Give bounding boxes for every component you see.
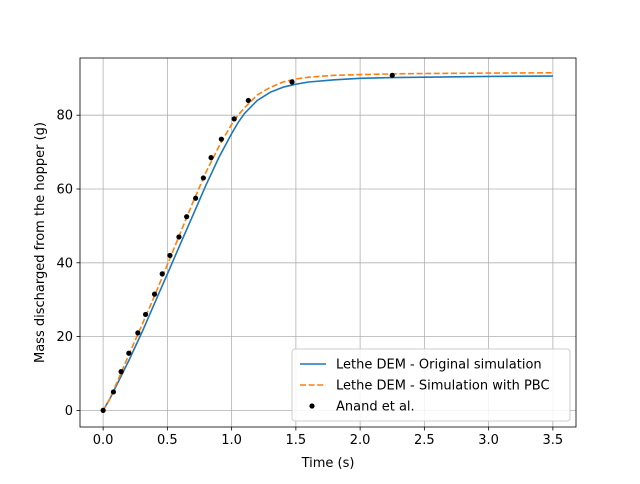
x-tick-label: 1.5: [286, 433, 307, 448]
data-point-anand: [151, 291, 158, 297]
data-point-anand: [389, 72, 395, 78]
axis-ticks: 0.0 0.5 1.0 1.5 2.0 2.5 3.0 3.5 0 20 40 60 80: [56, 109, 563, 448]
y-tick-label: 40: [56, 256, 73, 271]
x-tick-label: 1.0: [221, 433, 242, 448]
legend-box: [291, 348, 571, 422]
data-point-anand: [289, 79, 295, 85]
data-point-anand: [159, 271, 165, 277]
data-point-anand: [110, 389, 117, 395]
data-point-anand: [218, 136, 224, 142]
data-point-anand: [184, 214, 190, 220]
data-point-anand: [118, 369, 124, 375]
data-point-anand: [193, 195, 199, 201]
legend: Lethe DEM - Original simulation Lethe DEM…: [291, 348, 571, 422]
x-tick-label: 0.5: [157, 433, 178, 448]
series-group: [100, 72, 553, 413]
x-tick-label: 0.0: [93, 433, 114, 448]
data-point-anand: [245, 97, 251, 104]
data-point-anand: [100, 407, 106, 413]
series-line-original: [102, 75, 553, 411]
y-tick-label: 20: [56, 330, 73, 345]
x-tick-label: 2.5: [414, 433, 435, 448]
legend-label: Anand et al.: [336, 400, 415, 415]
grid: [80, 58, 576, 427]
x-tick-label: 3.5: [543, 433, 564, 448]
y-tick-label: 0: [65, 404, 73, 419]
data-point-anand: [208, 155, 214, 161]
y-tick-label: 80: [56, 109, 73, 124]
data-point-anand: [135, 330, 141, 336]
data-point-anand: [176, 234, 182, 240]
y-axis-label: Mass discharged from the hopper (g): [33, 122, 48, 363]
legend-label: Lethe DEM - Original simulation: [336, 358, 542, 373]
x-tick-label: 2.0: [350, 433, 371, 448]
legend-label: Lethe DEM - Simulation with PBC: [336, 379, 550, 394]
data-point-anand: [167, 252, 173, 259]
data-point-anand: [142, 311, 149, 318]
x-axis-label: Time (s): [301, 456, 355, 471]
legend-marker-anand: [309, 403, 315, 409]
y-tick-label: 60: [56, 182, 73, 197]
plot-frame: [79, 57, 577, 428]
data-point-anand: [200, 175, 206, 181]
data-point-anand: [126, 350, 132, 356]
data-point-anand: [231, 116, 237, 122]
x-tick-label: 3.0: [478, 433, 499, 448]
